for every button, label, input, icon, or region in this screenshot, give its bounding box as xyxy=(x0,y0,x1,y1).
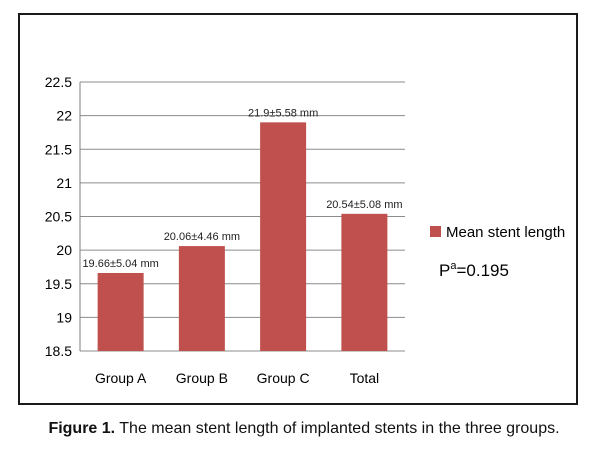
y-tick-label: 19 xyxy=(56,309,72,325)
bar-chart: 18.5 19 19.5 20 20.5 21 21.5 22 22.5 19.66±5.04 … xyxy=(45,74,566,386)
x-tick-label: Group A xyxy=(95,370,147,386)
p-value-rest: =0.195 xyxy=(456,261,508,280)
legend: Mean stent length xyxy=(430,224,565,241)
x-tick-labels: Group A Group B Group C Total xyxy=(95,370,379,386)
x-tick-label: Group C xyxy=(257,370,310,386)
p-value-annotation: Pa=0.195 xyxy=(439,260,509,280)
figure-caption: Figure 1. The mean stent length of impla… xyxy=(0,420,608,438)
data-labels: 19.66±5.04 mm 20.06±4.46 mm 21.9±5.58 mm 20… xyxy=(82,107,402,270)
caption-label: Figure 1. xyxy=(48,420,116,437)
y-tick-labels: 18.5 19 19.5 20 20.5 21 21.5 22 22.5 xyxy=(45,74,72,359)
data-label: 20.54±5.08 mm xyxy=(326,199,402,211)
bar xyxy=(260,122,307,351)
y-tick-label: 20 xyxy=(56,242,72,258)
y-tick-label: 19.5 xyxy=(45,276,72,292)
bar xyxy=(341,213,388,351)
y-tick-label: 22.5 xyxy=(45,74,72,90)
x-tick-label: Total xyxy=(350,370,380,386)
p-value-main: P xyxy=(439,261,450,280)
data-label: 19.66±5.04 mm xyxy=(82,258,158,270)
caption-text: The mean stent length of implanted stent… xyxy=(115,420,560,437)
x-tick-label: Group B xyxy=(176,370,228,386)
legend-label: Mean stent length xyxy=(446,224,565,241)
data-label: 21.9±5.58 mm xyxy=(248,107,318,119)
y-tick-label: 20.5 xyxy=(45,209,72,225)
legend-swatch xyxy=(430,226,441,237)
bar xyxy=(178,246,225,351)
y-tick-label: 21 xyxy=(56,175,72,191)
y-tick-label: 22 xyxy=(56,108,72,124)
data-label: 20.06±4.46 mm xyxy=(164,231,240,243)
y-tick-label: 21.5 xyxy=(45,141,72,157)
p-value-superscript: a xyxy=(450,260,457,272)
y-tick-label: 18.5 xyxy=(45,343,72,359)
bar xyxy=(97,272,144,351)
bars xyxy=(97,122,388,351)
